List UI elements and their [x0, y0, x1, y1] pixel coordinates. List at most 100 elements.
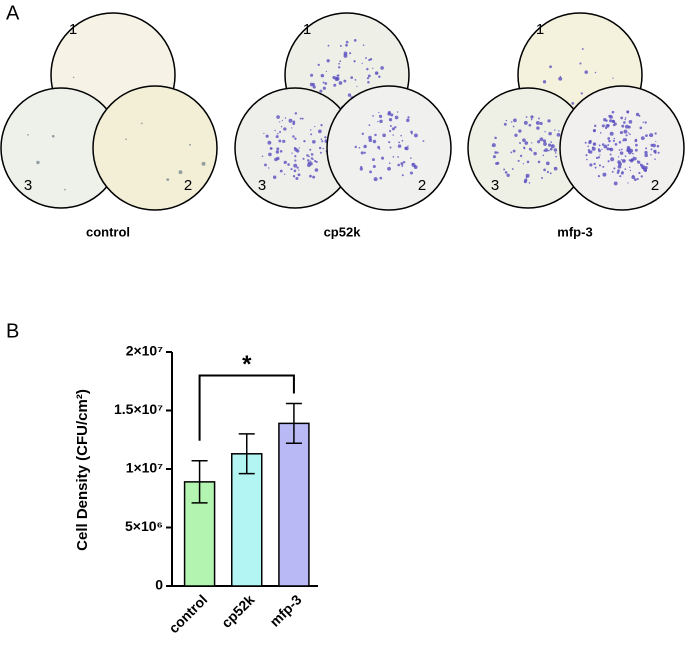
stain-dot — [542, 154, 545, 157]
stain-dot — [624, 168, 627, 171]
stain-dot — [125, 138, 127, 140]
stain-dot — [581, 48, 584, 50]
stain-dot — [609, 153, 612, 156]
stain-dot — [293, 163, 298, 168]
stain-dot — [554, 152, 557, 154]
stain-dot — [283, 160, 287, 164]
stain-dot — [652, 143, 656, 148]
stain-dot — [629, 159, 634, 163]
stain-dot — [322, 86, 326, 90]
stain-dot — [531, 115, 534, 118]
stain-dot — [339, 60, 342, 63]
stain-dot — [387, 110, 392, 115]
bar — [278, 422, 310, 587]
stain-dot — [407, 116, 410, 119]
stain-dot — [656, 144, 660, 148]
stain-dot — [294, 112, 298, 115]
stain-dot — [265, 134, 269, 138]
stain-dot — [400, 162, 404, 166]
stain-dot — [378, 148, 381, 150]
stain-dot — [626, 148, 630, 153]
stain-dot — [361, 62, 363, 65]
stain-dot — [407, 145, 409, 147]
stain-dot — [376, 72, 378, 75]
stain-dot — [366, 77, 370, 80]
stain-dot — [538, 117, 540, 120]
stain-dot — [606, 147, 610, 151]
stain-dot — [549, 65, 552, 69]
stain-dot — [612, 77, 614, 79]
stain-dot — [307, 161, 311, 165]
stain-dot — [309, 174, 312, 178]
stain-dot — [637, 160, 641, 164]
stain-dot — [360, 151, 364, 155]
stain-dot — [513, 118, 517, 123]
stain-dot — [645, 134, 648, 137]
stain-dot — [597, 156, 601, 159]
stain-dot — [268, 167, 270, 169]
stain-dot — [605, 126, 608, 130]
stain-dot — [279, 121, 281, 123]
stain-dot — [543, 142, 547, 146]
stain-dot — [166, 178, 170, 182]
stain-dot — [593, 162, 596, 166]
stain-dot — [404, 146, 409, 151]
stain-dot — [495, 162, 498, 165]
stain-dot — [518, 129, 522, 133]
stain-dot — [326, 59, 330, 63]
stain-dot — [201, 161, 206, 166]
stain-dot — [291, 152, 293, 154]
error-bar — [285, 402, 302, 445]
stain-dot — [261, 155, 264, 157]
group-label: control — [86, 224, 130, 239]
stain-dot — [280, 125, 283, 128]
stain-dot — [368, 135, 372, 140]
stain-dot — [276, 147, 280, 151]
stain-dot — [354, 78, 357, 81]
stain-dot — [294, 137, 297, 140]
stain-dot — [279, 130, 282, 133]
stain-dot — [613, 181, 618, 186]
stain-dot — [275, 135, 279, 139]
error-bar — [191, 460, 208, 504]
stain-dot — [629, 133, 631, 136]
stain-dot — [374, 133, 377, 137]
stain-dot — [585, 154, 588, 157]
stain-dot — [535, 120, 540, 125]
stain-dot — [389, 129, 392, 133]
stain-dot — [178, 170, 183, 175]
stain-dot — [338, 81, 343, 85]
stain-dot — [632, 174, 635, 177]
stain-dot — [531, 142, 533, 144]
stain-dot — [620, 116, 624, 120]
stain-dot — [546, 170, 550, 174]
stain-dot — [621, 159, 626, 163]
stain-dot — [627, 132, 630, 134]
stain-dot — [542, 80, 547, 84]
y-tick-label: 1.5×10⁷ — [114, 401, 163, 417]
stain-dot — [533, 151, 537, 156]
stain-dot — [536, 126, 540, 130]
stain-dot — [654, 158, 656, 160]
stain-dot — [320, 73, 325, 78]
stain-dot — [264, 163, 267, 167]
stain-dot — [634, 148, 638, 152]
stain-dot — [359, 167, 363, 171]
stain-dot — [368, 124, 371, 127]
stain-dot — [524, 141, 529, 145]
stain-dot — [613, 167, 616, 170]
stain-dot — [388, 162, 391, 164]
stain-dot — [634, 139, 638, 143]
stain-dot — [372, 139, 377, 144]
stain-dot — [64, 188, 66, 191]
stain-dot — [571, 102, 575, 105]
stain-dot — [389, 146, 392, 149]
plate-number: 2 — [184, 177, 192, 194]
stain-dot — [377, 120, 379, 123]
stain-dot — [494, 151, 498, 154]
stain-dot — [322, 81, 325, 84]
stain-dot — [621, 171, 624, 174]
stain-dot — [378, 75, 381, 78]
stain-dot — [291, 127, 293, 129]
stain-dot — [293, 169, 297, 173]
